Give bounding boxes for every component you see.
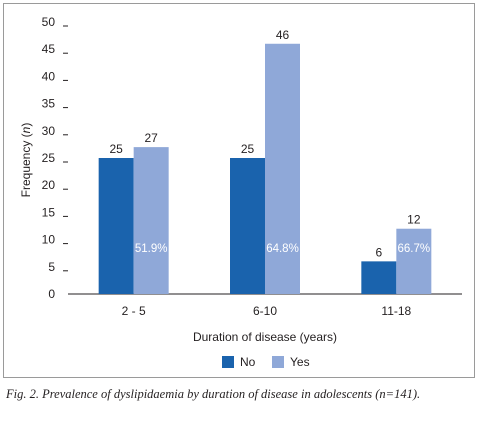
bar-value-label: 25 <box>241 142 255 156</box>
bar-value-label: 12 <box>407 213 421 227</box>
bar-percentage-label: 66.7% <box>398 243 431 255</box>
y-axis-label: Frequency (n) <box>19 123 33 198</box>
bar-no <box>230 158 265 294</box>
bar-value-label: 46 <box>276 28 290 42</box>
bar-value-label: 27 <box>144 131 158 145</box>
bar-value-label: 6 <box>375 245 382 259</box>
legend-label-yes: Yes <box>290 355 310 369</box>
y-tick-label: 5 <box>48 260 55 274</box>
bar-yes <box>133 147 169 294</box>
bar-percentage-label: 64.8% <box>266 243 299 255</box>
figure-caption: Fig. 2. Prevalence of dyslipidaemia by d… <box>6 387 421 401</box>
y-tick-label: 10 <box>42 233 56 247</box>
bar-percentage-label: 51.9% <box>135 243 168 255</box>
bar-yes <box>396 228 432 294</box>
y-tick-label: 45 <box>42 42 56 56</box>
y-tick-label: 40 <box>42 69 56 83</box>
bar-no <box>361 261 397 294</box>
y-tick-label: 25 <box>42 151 56 165</box>
y-tick-label: 30 <box>42 124 56 138</box>
bar-yes <box>265 43 300 295</box>
y-tick-label: 20 <box>42 178 56 192</box>
bar-chart: 0 5 10 15 20 25 30 35 40 45 50 25 27 51.9% 25 46 64.8% 6… <box>19 15 462 369</box>
y-tick-label: 50 <box>42 15 56 29</box>
y-axis-ticks: 0 5 10 15 20 25 30 35 40 45 50 <box>42 15 68 301</box>
bar-value-label: 25 <box>109 142 123 156</box>
y-tick-label: 35 <box>42 97 56 111</box>
bar-no <box>98 158 134 294</box>
x-axis-label: Duration of disease (years) <box>193 330 337 344</box>
legend-swatch-yes <box>272 356 284 368</box>
legend-swatch-no <box>222 356 234 368</box>
legend-label-no: No <box>240 355 256 369</box>
bars-group: 25 27 51.9% 25 46 64.8% 6 12 66.7% <box>98 28 432 295</box>
x-tick-label: 6-10 <box>253 304 277 318</box>
y-tick-label: 15 <box>42 205 56 219</box>
y-tick-label: 0 <box>48 287 55 301</box>
figure-frame <box>3 3 475 378</box>
x-axis-ticks: 2 - 5 6-10 11-18 <box>122 304 412 318</box>
legend: No Yes <box>222 355 310 369</box>
x-tick-label: 2 - 5 <box>122 304 146 318</box>
x-tick-label: 11-18 <box>381 304 411 318</box>
